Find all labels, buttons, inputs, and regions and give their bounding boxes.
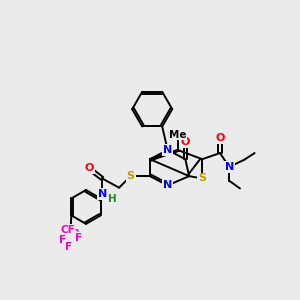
Text: S: S: [127, 171, 135, 181]
Text: O: O: [84, 164, 94, 173]
Text: N: N: [163, 145, 172, 155]
Text: O: O: [215, 133, 225, 142]
Text: N: N: [163, 180, 172, 190]
Text: S: S: [198, 173, 206, 184]
Text: Me: Me: [169, 130, 186, 140]
Text: N: N: [225, 162, 234, 172]
Text: F: F: [65, 242, 73, 252]
Text: F: F: [59, 235, 67, 245]
Text: CF₃: CF₃: [61, 225, 80, 235]
Text: N: N: [98, 189, 107, 199]
Text: O: O: [181, 137, 190, 147]
Text: H: H: [108, 194, 116, 204]
Text: F: F: [75, 233, 82, 243]
